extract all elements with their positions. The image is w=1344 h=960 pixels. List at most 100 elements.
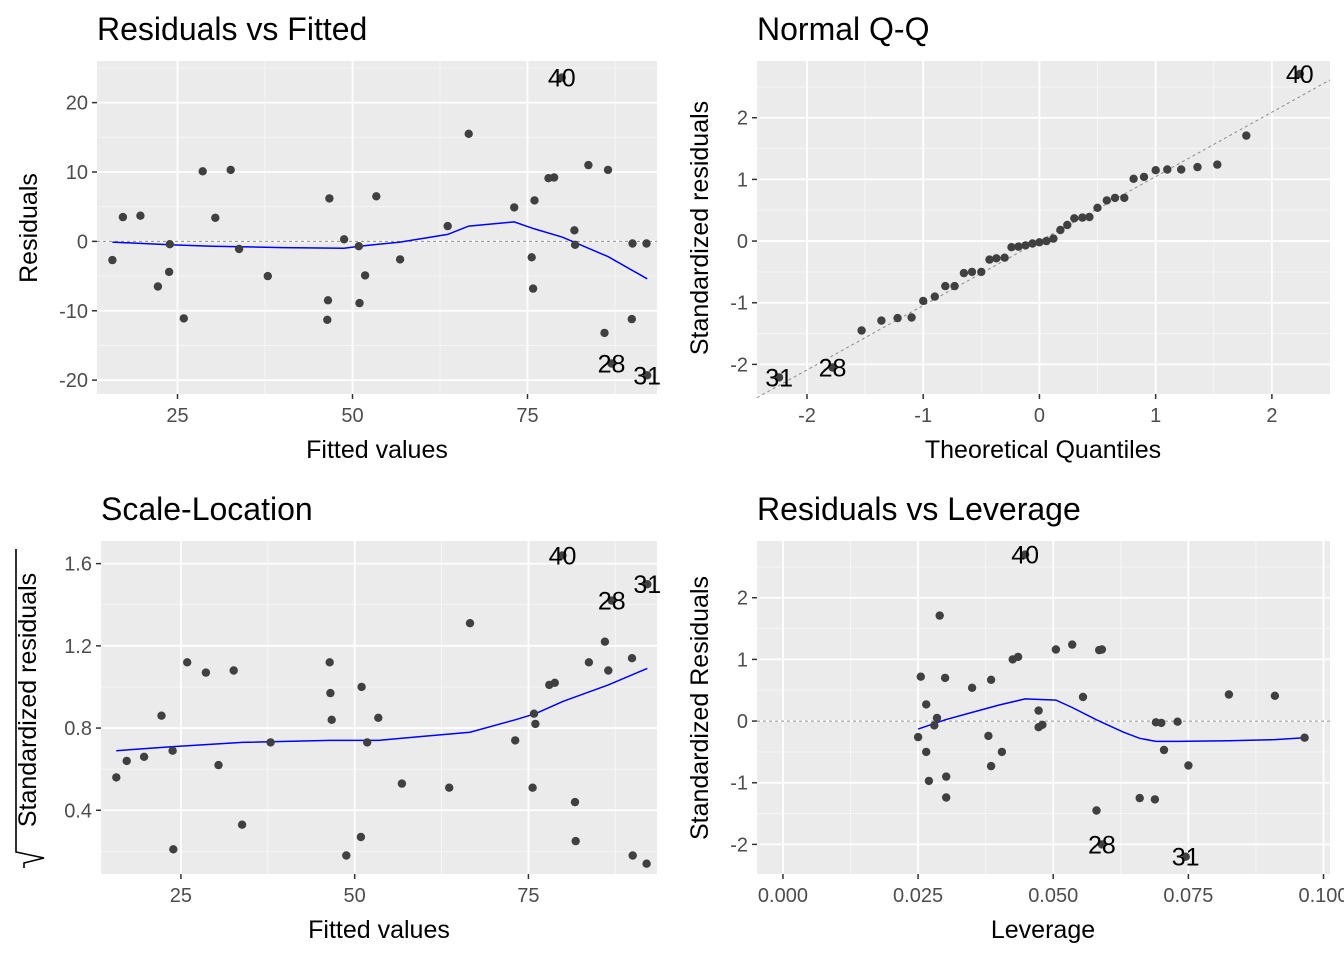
data-point: [237, 820, 247, 829]
data-point: [1049, 234, 1058, 243]
loess-smooth-line: [112, 221, 648, 280]
data-point: [342, 851, 351, 860]
data-point: [1110, 193, 1120, 203]
data-point: [168, 746, 177, 755]
point-label: 40: [549, 542, 577, 570]
y-axis-label: Standardized residuals: [686, 101, 714, 355]
data-point: [1177, 165, 1186, 174]
data-point: [1129, 174, 1138, 183]
data-point: [570, 797, 580, 807]
data-point: [263, 271, 272, 281]
data-point: [1020, 550, 1030, 559]
data-point: [136, 211, 145, 220]
data-point: [1085, 212, 1094, 222]
data-point: [118, 212, 128, 222]
plot-area: [97, 61, 657, 394]
data-point: [510, 203, 519, 212]
point-label: 31: [765, 364, 793, 392]
point-label: 28: [598, 351, 626, 379]
data-points: [913, 550, 1309, 861]
y-axis-label: Standardized residuals: [14, 573, 42, 827]
point-label: 31: [633, 571, 661, 599]
data-point: [1193, 162, 1202, 172]
data-point: [942, 793, 951, 802]
data-point: [985, 255, 994, 264]
data-point: [628, 851, 637, 860]
data-point: [1013, 652, 1023, 662]
data-point: [397, 779, 407, 788]
point-label: 40: [1011, 542, 1039, 570]
data-point: [600, 328, 609, 338]
data-point: [1070, 214, 1079, 223]
x-tick-label: 50: [341, 405, 363, 427]
grid-lines: [757, 61, 1330, 394]
y-tick-label: 0.4: [64, 800, 92, 822]
x-tick-label: 0.075: [1163, 885, 1213, 907]
plot-area: [101, 541, 657, 874]
data-points: [108, 73, 652, 380]
loess-smooth-line: [917, 698, 1305, 743]
data-point: [997, 747, 1007, 757]
y-tick-label: 1: [737, 649, 748, 671]
data-point: [557, 73, 566, 82]
data-point: [550, 678, 559, 687]
data-point: [323, 296, 333, 305]
data-point: [527, 253, 536, 262]
y-tick-labels: -2 -1 0 1 2: [730, 108, 757, 376]
panel-title: Residuals vs Leverage: [757, 491, 1081, 527]
y-tick-label: 0: [737, 231, 748, 253]
data-point: [1184, 761, 1193, 770]
plot-area: [757, 61, 1330, 394]
data-point: [1078, 213, 1087, 222]
x-tick-label: 25: [166, 405, 188, 427]
data-point: [977, 267, 986, 277]
data-point: [642, 239, 651, 248]
data-point: [1135, 793, 1144, 803]
point-label: 31: [1172, 844, 1200, 872]
reference-line-dashed: [756, 79, 1331, 399]
x-tick-label: 75: [516, 405, 538, 427]
x-tick-label: -1: [914, 405, 932, 427]
panel-title: Residuals vs Fitted: [97, 11, 367, 47]
plot-area: [757, 541, 1330, 874]
data-point: [930, 721, 939, 730]
point-label: 40: [548, 65, 576, 93]
y-tick-label: 1.6: [64, 554, 92, 576]
y-axis-label: Residuals: [15, 173, 43, 283]
data-point: [584, 160, 593, 170]
data-point: [919, 296, 928, 306]
y-tick-label: -1: [730, 773, 748, 795]
data-point: [443, 221, 452, 231]
data-point: [445, 783, 454, 792]
data-point: [604, 666, 613, 675]
data-point: [327, 715, 336, 724]
data-point: [1007, 243, 1016, 252]
data-point: [1120, 193, 1129, 203]
data-point: [1102, 196, 1112, 205]
data-point: [1157, 718, 1166, 728]
data-point: [1068, 640, 1077, 649]
x-tick-label: 75: [517, 885, 539, 907]
data-point: [967, 267, 977, 277]
y-tick-label: 1.2: [64, 636, 92, 658]
data-point: [930, 292, 939, 301]
panel-title: Scale-Location: [101, 491, 313, 527]
data-point: [984, 731, 993, 741]
data-point: [1028, 239, 1037, 248]
data-point: [1000, 253, 1009, 262]
data-point: [1213, 160, 1222, 169]
data-point: [325, 658, 334, 667]
data-point: [360, 271, 370, 280]
y-axis-label-group: Standardized residuals: [14, 549, 45, 868]
point-label: 40: [1286, 61, 1314, 89]
y-tick-labels: -20 -10 0 10 20: [59, 93, 97, 392]
x-tick-label: 0.100: [1298, 885, 1344, 907]
data-point: [774, 373, 784, 382]
data-point: [464, 129, 473, 138]
x-tick-label: 50: [344, 885, 366, 907]
data-point: [643, 580, 652, 589]
data-point: [607, 596, 616, 605]
data-point: [339, 235, 349, 244]
